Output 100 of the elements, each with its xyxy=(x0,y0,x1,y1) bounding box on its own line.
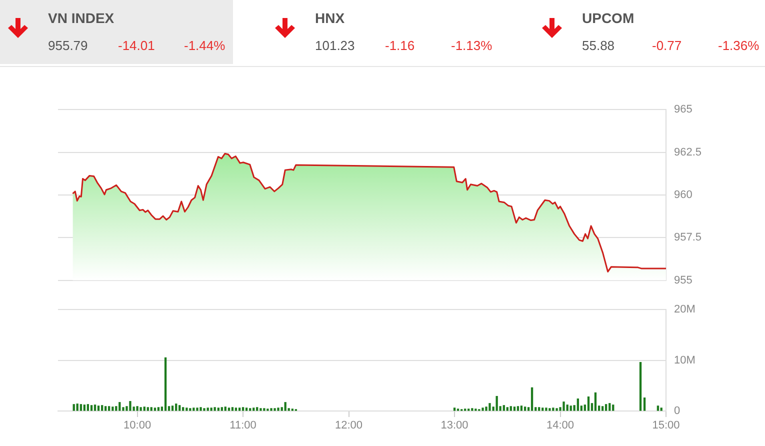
x-tick-label: 12:00 xyxy=(335,420,363,432)
bar xyxy=(186,408,188,411)
text: HNX xyxy=(315,10,345,26)
text: UPCOM xyxy=(582,10,634,26)
bar xyxy=(530,387,534,411)
bar xyxy=(200,407,202,411)
bar xyxy=(612,404,614,411)
bar xyxy=(104,406,107,411)
bar xyxy=(274,408,276,411)
bar xyxy=(136,406,138,411)
bar xyxy=(171,406,174,411)
x-tick-label: 15:00 xyxy=(652,420,680,432)
bar xyxy=(510,406,512,411)
text: 101.23 xyxy=(315,38,355,53)
bar xyxy=(196,408,198,411)
bar xyxy=(570,406,572,411)
bar xyxy=(249,408,252,411)
bar xyxy=(178,405,181,411)
bar xyxy=(220,407,223,411)
bar xyxy=(656,406,660,411)
bar xyxy=(150,407,152,411)
bar xyxy=(471,408,474,411)
text: -1.44% xyxy=(184,38,226,53)
bar xyxy=(562,402,565,411)
bar xyxy=(224,406,226,411)
bar xyxy=(482,408,484,411)
bar xyxy=(90,405,93,411)
bar xyxy=(182,407,184,411)
bar xyxy=(639,362,642,411)
bar xyxy=(506,407,508,411)
text: -14.01 xyxy=(118,38,155,53)
bar xyxy=(228,408,230,411)
bar xyxy=(210,408,212,411)
y-tick-label: 955 xyxy=(674,274,692,286)
bar xyxy=(576,398,579,411)
x-tick-label: 11:00 xyxy=(230,420,256,432)
bar xyxy=(660,408,662,411)
bar xyxy=(453,408,456,411)
bar xyxy=(86,404,90,411)
y-tick-label: 957.5 xyxy=(674,232,702,244)
bar xyxy=(234,408,238,411)
bar xyxy=(552,408,554,411)
bar xyxy=(513,406,516,411)
bar xyxy=(140,407,142,411)
bar xyxy=(146,407,149,411)
y-tick-label: 962.5 xyxy=(674,146,702,158)
bar xyxy=(556,408,558,411)
bar xyxy=(238,408,241,411)
bar xyxy=(496,396,498,411)
bar xyxy=(587,396,590,411)
bar xyxy=(97,406,100,411)
bar xyxy=(643,397,646,411)
x-tick-label: 13:00 xyxy=(440,420,468,432)
bar xyxy=(76,404,78,411)
text: -1.13% xyxy=(451,38,492,53)
y-tick-label: 10M xyxy=(674,354,696,366)
bar xyxy=(242,407,244,411)
bar xyxy=(101,405,104,411)
text: -1.36% xyxy=(718,38,760,53)
bar xyxy=(118,402,121,411)
bar xyxy=(192,408,195,411)
text: -1.16 xyxy=(385,38,415,53)
text: 955.79 xyxy=(48,38,88,53)
bar xyxy=(164,357,167,411)
bar xyxy=(524,406,526,411)
bar xyxy=(538,407,540,411)
bar xyxy=(80,404,82,411)
x-tick-label: 10:00 xyxy=(124,420,152,432)
bar xyxy=(516,406,520,411)
bar xyxy=(157,407,160,411)
bar xyxy=(601,406,604,411)
bar xyxy=(545,408,548,411)
bar xyxy=(217,408,220,411)
bar xyxy=(270,408,272,411)
bar xyxy=(115,406,118,411)
bar xyxy=(520,406,523,411)
bar xyxy=(72,404,75,411)
bar xyxy=(488,403,491,411)
bar xyxy=(83,404,86,411)
bar xyxy=(548,408,551,411)
y-tick-label: 20M xyxy=(674,304,696,316)
text: -0.77 xyxy=(652,38,682,53)
bar xyxy=(604,404,608,411)
bar xyxy=(566,404,568,411)
bar xyxy=(502,405,505,411)
bar xyxy=(231,407,234,411)
bar xyxy=(94,404,96,411)
bar xyxy=(108,406,110,411)
bar xyxy=(485,406,488,411)
bar xyxy=(129,401,132,411)
text: VN INDEX xyxy=(48,10,114,26)
bar xyxy=(277,408,280,411)
bar xyxy=(245,408,248,411)
text: 55.88 xyxy=(582,38,615,53)
bar xyxy=(284,402,286,411)
y-tick-label: 960 xyxy=(674,189,692,202)
bar xyxy=(260,408,262,411)
bar xyxy=(206,408,209,411)
y-tick-label: 0 xyxy=(674,405,680,418)
bar xyxy=(112,406,114,411)
